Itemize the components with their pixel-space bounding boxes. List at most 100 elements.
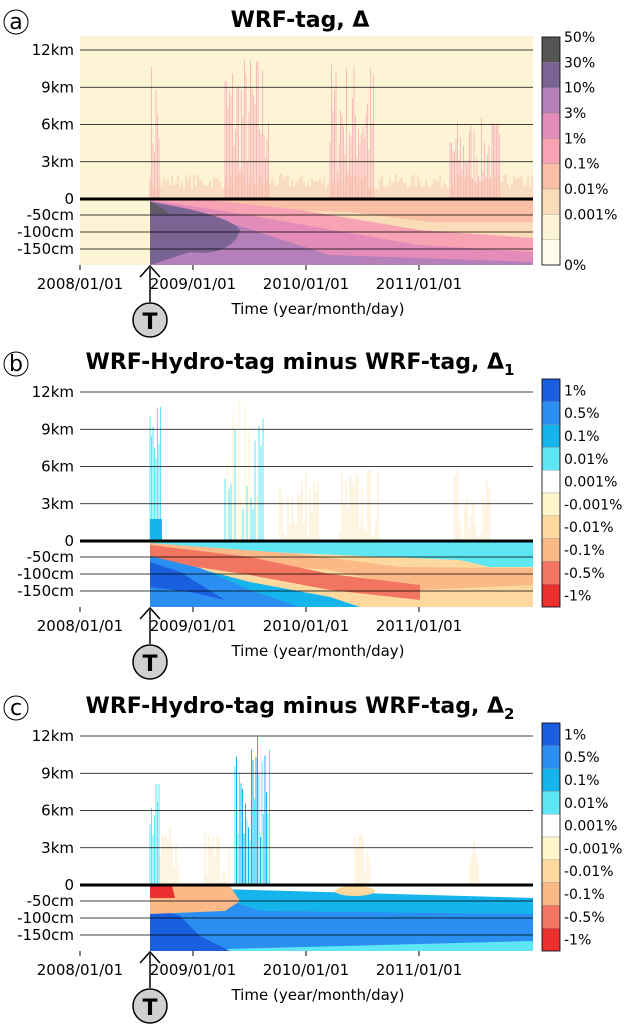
- colorbar-label: 0%: [564, 258, 586, 274]
- colorbar-label: 0.001%: [564, 819, 617, 835]
- y-tick-label: 9km: [41, 764, 74, 782]
- x-tick-label: 2009/01/01: [150, 275, 236, 293]
- soil-diff-neg1: [150, 886, 175, 898]
- colorbar-label: 0.1%: [564, 773, 600, 789]
- soil-diff-neg05: [150, 545, 420, 600]
- colorbar-label: -0.01%: [564, 864, 614, 880]
- y-tick-label: 0: [64, 190, 74, 208]
- y-tick-label: 12km: [32, 383, 74, 401]
- colorbar-label: -0.01%: [564, 520, 614, 536]
- colorbar-label: 0.01%: [564, 796, 608, 812]
- marker-circle: [132, 644, 168, 680]
- chart-title-main: WRF-Hydro-tag minus WRF-tag, Δ: [86, 694, 504, 719]
- y-tick-label: -50cm: [27, 206, 74, 224]
- panel-letter-circle: [3, 695, 29, 721]
- y-tick-label: -100cm: [17, 223, 74, 241]
- colorbar-cell: [541, 745, 561, 769]
- y-tick-label: -50cm: [27, 548, 74, 566]
- chart-title: WRF-Hydro-tag minus WRF-tag, Δ2: [86, 694, 515, 723]
- y-tick-label: 0: [64, 532, 74, 550]
- chart-title-subscript: 1: [504, 361, 514, 379]
- colorbar-cell: [541, 112, 561, 139]
- panel-a: a WRF-tag, Δ 12km 9km 6km 3km 0-50cm-100cm-150…: [3, 8, 617, 338]
- y-tick-label: 3km: [41, 839, 74, 857]
- colorbar-cell: [541, 859, 561, 883]
- colorbar-label: 0.001%: [564, 207, 617, 223]
- colorbar-cell: [541, 584, 561, 608]
- panel-letter-circle: [3, 351, 29, 377]
- soil-diff-neg01: [150, 543, 533, 590]
- chart-title-subscript: 2: [504, 705, 514, 723]
- colorbar-label: 50%: [564, 30, 595, 46]
- y-tick-label: 6km: [41, 116, 74, 134]
- marker-circle: [132, 988, 168, 1024]
- colorbar-cell: [541, 36, 561, 63]
- soil-diff-pos1: [150, 906, 230, 951]
- colorbar-label: 1%: [564, 727, 586, 743]
- colorbar-cell: [541, 515, 561, 539]
- y-tick-label: -150cm: [17, 582, 74, 600]
- panel-letter: b: [9, 352, 23, 377]
- panel-letter: c: [10, 696, 22, 721]
- colorbar-cell: [541, 836, 561, 860]
- colorbar-frame: [541, 36, 561, 266]
- chart-title: WRF-tag, Δ: [231, 8, 370, 33]
- colorbar-label: 3%: [564, 106, 586, 122]
- chart-title: WRF-Hydro-tag minus WRF-tag, Δ1: [86, 350, 515, 379]
- colorbar-cell: [541, 163, 561, 190]
- x-tick-label: 2008/01/01: [37, 961, 123, 979]
- panel-letter-circle: [3, 9, 29, 35]
- colorbar-label: -0.001%: [564, 497, 622, 513]
- x-tick-label: 2010/01/01: [263, 617, 349, 635]
- y-tick-label: -150cm: [17, 240, 74, 258]
- y-tick-label: -50cm: [27, 892, 74, 910]
- colorbar-cell: [541, 928, 561, 952]
- soil-diff-pos05: [150, 901, 533, 951]
- colorbar-label: 0.5%: [564, 406, 600, 422]
- colorbar-cell: [541, 87, 561, 114]
- colorbar-cell: [541, 447, 561, 471]
- colorbar-cell: [541, 722, 561, 746]
- y-tick-label: 3km: [41, 495, 74, 513]
- soil-diff-pos001: [150, 541, 533, 567]
- x-tick-label: 2011/01/01: [376, 275, 462, 293]
- x-tick-label: 2009/01/01: [150, 961, 236, 979]
- chart-title-main: WRF-tag, Δ: [231, 8, 370, 33]
- colorbar-label: 0.1%: [564, 429, 600, 445]
- x-tick-label: 2010/01/01: [263, 961, 349, 979]
- colorbar-cell: [541, 401, 561, 425]
- colorbar-label: 0.5%: [564, 750, 600, 766]
- colorbar-cell: [541, 538, 561, 562]
- colorbar-label: -1%: [564, 589, 591, 605]
- x-axis-label: Time (year/month/day): [230, 986, 404, 1004]
- colorbar-label: -0.001%: [564, 841, 622, 857]
- colorbar-label: 0.001%: [564, 475, 617, 491]
- colorbar-cell: [541, 138, 561, 164]
- colorbar-cell: [541, 791, 561, 815]
- colorbar-label: 0.01%: [564, 452, 608, 468]
- colorbar-label: -1%: [564, 933, 591, 949]
- colorbar-frame: [541, 722, 561, 952]
- x-tick-label: 2008/01/01: [37, 617, 123, 635]
- colorbar-cell: [541, 378, 561, 402]
- panel-letter: a: [9, 10, 22, 35]
- soil-diff-neg001-blob: [335, 886, 375, 896]
- y-tick-label: -100cm: [17, 909, 74, 927]
- panel-c: c WRF-Hydro-tag minus WRF-tag, Δ2 12km 9km 6…: [3, 694, 622, 1024]
- colorbar-label: -0.1%: [564, 543, 605, 559]
- colorbar-cell: [541, 424, 561, 448]
- y-tick-label: -150cm: [17, 926, 74, 944]
- x-axis-label: Time (year/month/day): [230, 300, 404, 318]
- colorbar-label: -0.1%: [564, 887, 605, 903]
- colorbar-label: 0.1%: [564, 157, 600, 173]
- panel-b: b WRF-Hydro-tag minus WRF-tag, Δ1 12km 9km 6…: [3, 350, 622, 680]
- y-tick-label: 9km: [41, 78, 74, 96]
- marker-arrow-head: [139, 264, 161, 278]
- colorbar-cell: [541, 561, 561, 585]
- colorbar-label: -0.5%: [564, 910, 605, 926]
- x-tick-label: 2011/01/01: [376, 961, 462, 979]
- y-tick-label: 0: [64, 876, 74, 894]
- colorbar-cell: [541, 62, 561, 88]
- marker-circle: [132, 302, 168, 338]
